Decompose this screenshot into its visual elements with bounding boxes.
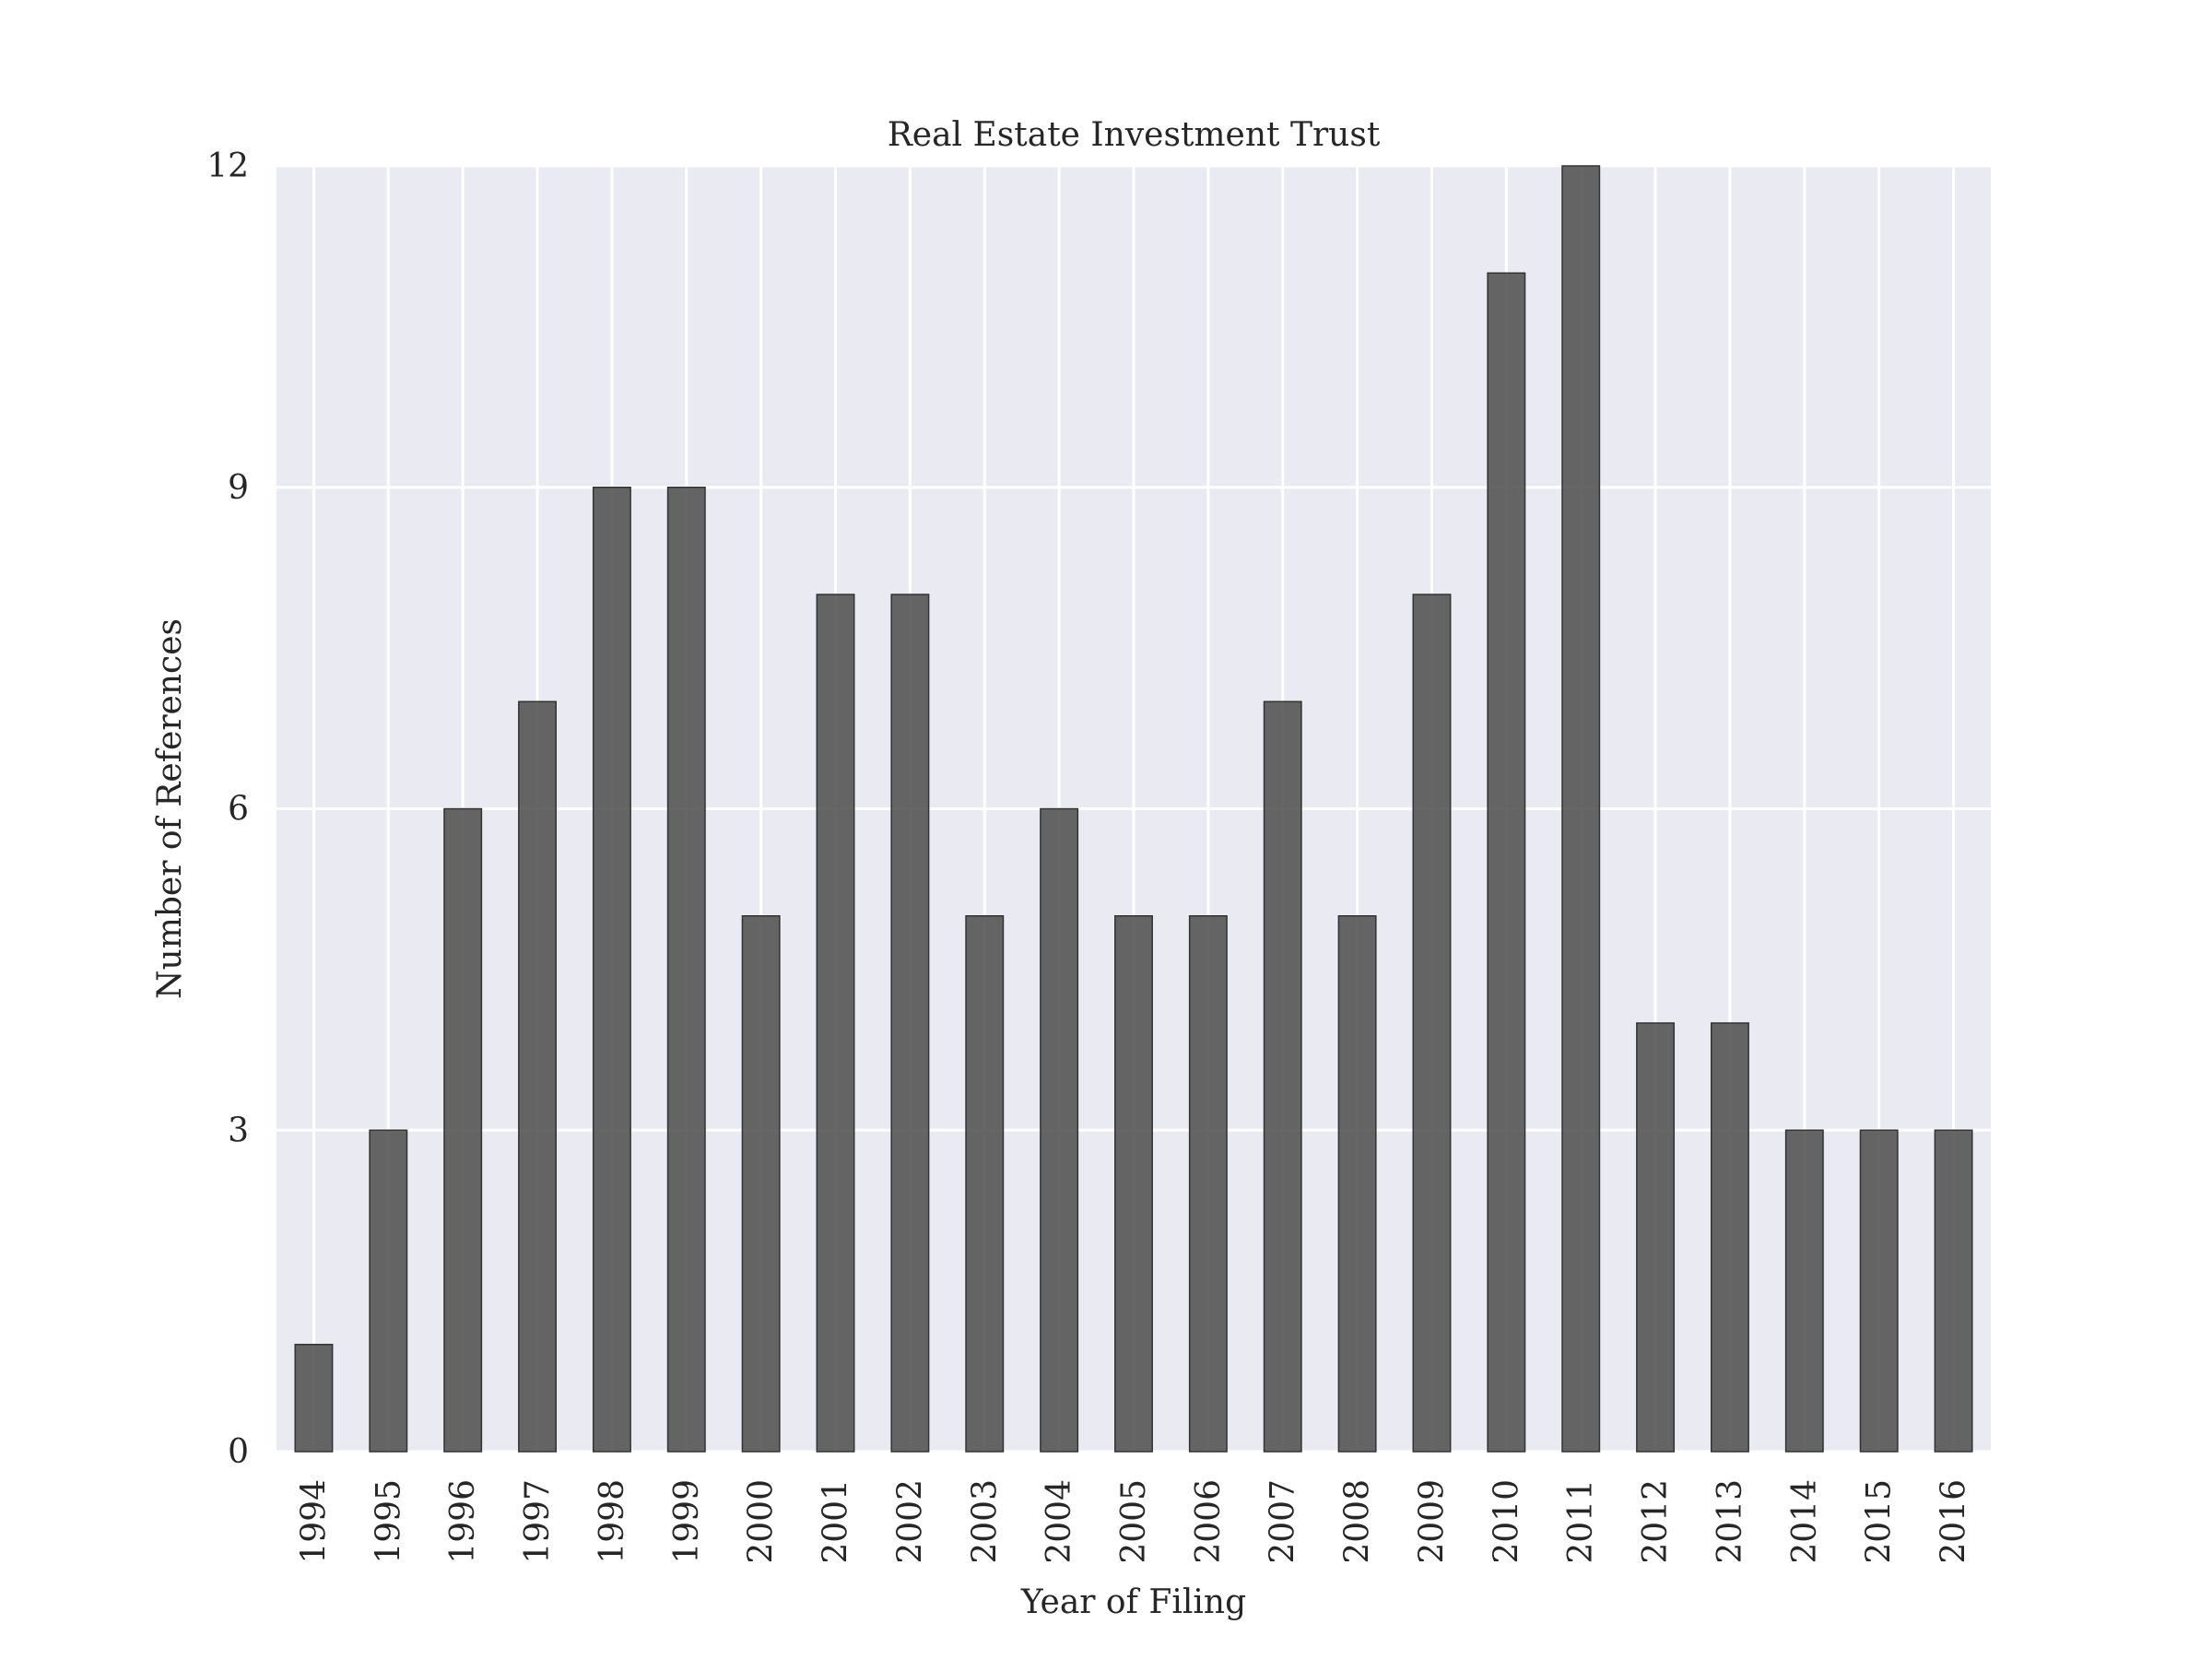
bar-2001	[816, 594, 855, 1453]
x-tick-label: 2003	[966, 1479, 1004, 1564]
x-tick-label: 2014	[1786, 1479, 1824, 1564]
bar-1995	[369, 1129, 408, 1453]
x-tick-label: 2002	[891, 1479, 929, 1564]
x-tick-label: 2010	[1488, 1479, 1525, 1564]
y-tick-label: 0	[228, 1433, 249, 1471]
x-tick-label: 2012	[1637, 1479, 1675, 1564]
y-tick-label: 6	[228, 791, 249, 829]
x-tick-label: 1999	[668, 1479, 706, 1564]
bar-1996	[443, 807, 483, 1453]
bar-2002	[890, 594, 930, 1453]
bar-2003	[965, 915, 1005, 1453]
bar-2014	[1784, 1129, 1824, 1453]
x-tick-label: 2009	[1413, 1479, 1451, 1564]
bar-2016	[1934, 1129, 1973, 1453]
x-tick-label: 2004	[1041, 1479, 1078, 1564]
bar-1998	[592, 487, 631, 1453]
x-tick-label: 2011	[1562, 1479, 1600, 1564]
bar-2010	[1487, 272, 1526, 1453]
x-tick-label: 2000	[743, 1479, 781, 1564]
bar-1999	[666, 487, 706, 1453]
bar-2006	[1188, 915, 1228, 1453]
x-axis-label: Year of Filing	[1020, 1583, 1246, 1621]
bar-2015	[1859, 1129, 1899, 1453]
x-tick-label: 1995	[370, 1479, 407, 1564]
x-tick-label: 2007	[1265, 1479, 1302, 1564]
bar-1997	[518, 700, 558, 1453]
bar-2007	[1263, 700, 1302, 1453]
bars	[294, 165, 1973, 1453]
x-tick-label: 2016	[1936, 1479, 1973, 1564]
x-tick-labels: 1994 1995 1996 1997 1998 1999 2000 2001 2002 2003…	[295, 1479, 1972, 1564]
bar-2011	[1561, 165, 1601, 1453]
bar-2004	[1040, 807, 1079, 1453]
x-tick-label: 1998	[594, 1479, 631, 1564]
y-axis-label: Number of References	[151, 618, 189, 999]
y-tick-label: 3	[228, 1112, 249, 1149]
bar-2008	[1337, 915, 1377, 1453]
x-tick-label: 2006	[1190, 1479, 1228, 1564]
chart-title: Real Estate Investment Trust	[888, 116, 1381, 154]
x-tick-label: 2013	[1712, 1479, 1749, 1564]
x-tick-label: 2015	[1861, 1479, 1899, 1564]
bar-2009	[1412, 594, 1452, 1453]
bar-2013	[1710, 1022, 1749, 1453]
y-tick-label: 12	[206, 147, 249, 185]
x-tick-label: 1996	[444, 1479, 482, 1564]
x-tick-label: 2001	[818, 1479, 855, 1564]
bar-2012	[1636, 1022, 1676, 1453]
bar-1994	[294, 1344, 334, 1453]
y-tick-label: 9	[228, 469, 249, 507]
x-tick-label: 1994	[295, 1479, 333, 1564]
x-tick-label: 2008	[1339, 1479, 1377, 1564]
bar-2005	[1114, 915, 1153, 1453]
bar-2000	[741, 915, 781, 1453]
y-tick-labels: 0 3 6 9 12	[206, 147, 249, 1471]
x-tick-label: 1997	[519, 1479, 557, 1564]
x-tick-label: 2005	[1115, 1479, 1153, 1564]
